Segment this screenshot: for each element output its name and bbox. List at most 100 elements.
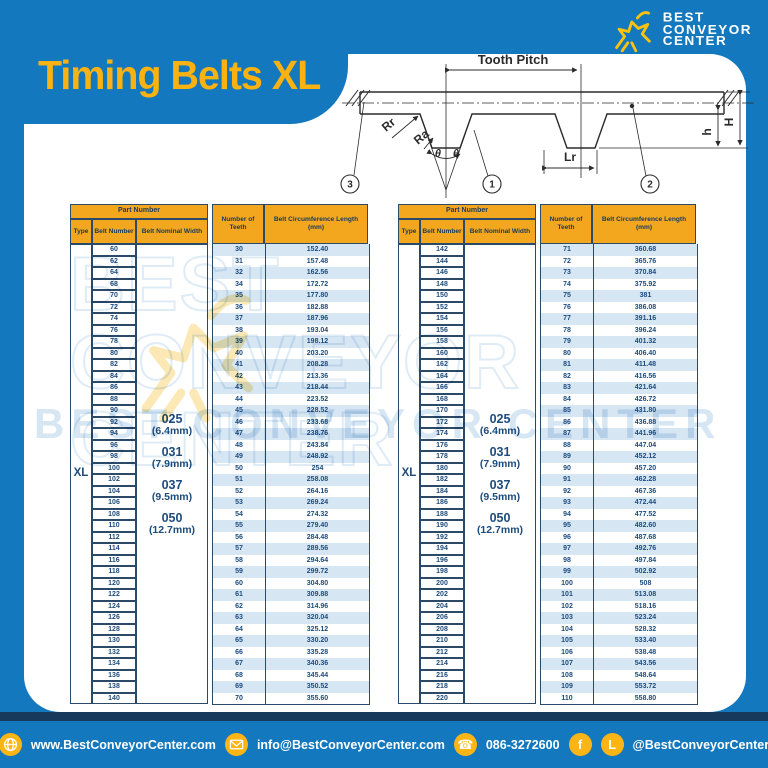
length-cell: 309.88 bbox=[265, 589, 369, 601]
belt-number-cell: 218 bbox=[420, 681, 464, 693]
teeth-cell: 102 bbox=[561, 602, 573, 610]
title-band: Timing Belts XL bbox=[0, 0, 348, 124]
belt-number-cell: 206 bbox=[420, 612, 464, 624]
belt-number-cell: 84 bbox=[92, 370, 136, 382]
teeth-cell: 39 bbox=[213, 336, 265, 348]
belt-number-cell: 104 bbox=[92, 485, 136, 497]
belt-number-cell: 102 bbox=[92, 474, 136, 486]
footer-email[interactable]: info@BestConveyorCenter.com bbox=[256, 737, 445, 752]
teeth-cell: 63 bbox=[213, 612, 265, 624]
teeth-cell: 99 bbox=[541, 566, 593, 578]
teeth-cell: 87 bbox=[541, 428, 593, 440]
width-mm: (12.7mm) bbox=[148, 523, 196, 536]
belt-number-cell: 146 bbox=[420, 267, 464, 279]
belt-nominal-width-cell: 025 (6.4mm) 031 (7.9mm) 037 (9.5mm) 050 (12.7mm… bbox=[464, 244, 536, 704]
length-cell: 365.76 bbox=[593, 255, 697, 267]
belt-number-cell: 130 bbox=[92, 635, 136, 647]
width-code: 031 bbox=[161, 445, 183, 459]
belt-number-cell: 98 bbox=[92, 451, 136, 463]
length-cell: 452.12 bbox=[593, 451, 697, 463]
length-cell: 462.28 bbox=[593, 474, 697, 486]
belt-number-cell: 152 bbox=[420, 301, 464, 313]
belt-number-cell: 62 bbox=[92, 255, 136, 267]
teeth-cell: 55 bbox=[213, 520, 265, 532]
length-cell: 370.84 bbox=[593, 267, 697, 279]
teeth-cell: 78 bbox=[563, 326, 571, 334]
belt-number-cell: 208 bbox=[420, 623, 464, 635]
belt-number-cell: 92 bbox=[92, 416, 136, 428]
teeth-cell: 68 bbox=[235, 671, 243, 679]
belt-number-cell: 210 bbox=[420, 635, 464, 647]
length-cell: 386.08 bbox=[593, 301, 697, 313]
teeth-cell: 31 bbox=[235, 257, 243, 265]
length-cell: 558.80 bbox=[593, 692, 697, 704]
length-cell: 401.32 bbox=[593, 336, 697, 348]
belt-table-right: Part Number Type Belt Number Belt Nomina… bbox=[398, 204, 698, 705]
length-cell: 396.24 bbox=[593, 324, 697, 336]
length-cell: 330.20 bbox=[265, 635, 369, 647]
width-mm: (6.4mm) bbox=[479, 424, 521, 437]
teeth-cell: 74 bbox=[563, 280, 571, 288]
footer-social-handle[interactable]: @BestConveyorCenter bbox=[632, 737, 768, 752]
footer-phone[interactable]: 086-3272600 bbox=[485, 737, 560, 752]
callout-3: 3 bbox=[347, 180, 353, 191]
width-mm: (7.9mm) bbox=[151, 457, 193, 470]
teeth-cell: 84 bbox=[563, 395, 571, 403]
belt-number-cell: 170 bbox=[420, 405, 464, 417]
belt-number-cell: 144 bbox=[420, 255, 464, 267]
teeth-cell: 108 bbox=[561, 671, 573, 679]
teeth-cell: 65 bbox=[213, 635, 265, 647]
teeth-cell: 45 bbox=[213, 405, 265, 417]
length-cell: 187.96 bbox=[265, 313, 369, 325]
teeth-cell: 48 bbox=[235, 441, 243, 449]
length-cell: 289.56 bbox=[265, 543, 369, 555]
length-cell: 518.16 bbox=[593, 600, 697, 612]
belt-number-cell: 154 bbox=[420, 313, 464, 325]
part-number-body: XL 025 (6.4mm) 031 (7.9mm) 037 (9.5mm) 050 (12.7… bbox=[398, 244, 536, 704]
belt-number-cell: 78 bbox=[92, 336, 136, 348]
type-header: Type bbox=[398, 219, 420, 244]
teeth-cell: 89 bbox=[541, 451, 593, 463]
facebook-icon[interactable]: f bbox=[568, 733, 592, 756]
teeth-cell: 56 bbox=[235, 533, 243, 541]
length-cell: 360.68 bbox=[593, 244, 697, 256]
goat-logo-icon bbox=[614, 11, 651, 53]
width-mm: (9.5mm) bbox=[151, 490, 193, 503]
teeth-cell: 104 bbox=[561, 625, 573, 633]
footer-website[interactable]: www.BestConveyorCenter.com bbox=[30, 737, 216, 752]
length-cell: 523.24 bbox=[593, 612, 697, 624]
teeth-cell: 60 bbox=[235, 579, 243, 587]
nominal-width-group: 037 (9.5mm) bbox=[480, 479, 520, 502]
belt-number-cell: 118 bbox=[92, 566, 136, 578]
belt-type-cell: XL bbox=[70, 244, 92, 704]
H-label: H bbox=[722, 118, 736, 127]
dimension-body: 30 152.40 31 157.48 32 162.56 34 172.72 35 177.80… bbox=[212, 244, 370, 705]
length-cell: 198.12 bbox=[265, 336, 369, 348]
teeth-cell: 70 bbox=[235, 694, 243, 702]
teeth-cell: 42 bbox=[235, 372, 243, 380]
teeth-cell: 85 bbox=[541, 405, 593, 417]
belt-number-cell: 176 bbox=[420, 439, 464, 451]
belt-number-cell: 68 bbox=[92, 278, 136, 290]
width-mm: (7.9mm) bbox=[479, 457, 521, 470]
length-cell: 436.88 bbox=[593, 416, 697, 428]
teeth-cell: 66 bbox=[235, 648, 243, 656]
belt-number-cell: 134 bbox=[92, 658, 136, 670]
line-icon[interactable]: L bbox=[600, 733, 624, 756]
belt-number-cell: 202 bbox=[420, 589, 464, 601]
length-cell: 264.16 bbox=[265, 485, 369, 497]
belt-number-cell: 108 bbox=[92, 508, 136, 520]
nominal-width-group: 025 (6.4mm) bbox=[152, 413, 192, 436]
teeth-cell: 81 bbox=[541, 359, 593, 371]
teeth-cell: 109 bbox=[541, 681, 593, 693]
length-cell: 548.64 bbox=[593, 669, 697, 681]
part-number-header-group: Part Number Type Belt Number Belt Nomina… bbox=[70, 204, 208, 244]
belt-number-cell: 110 bbox=[92, 520, 136, 532]
number-of-teeth-header: Number of Teeth bbox=[540, 204, 592, 244]
callout-1: 1 bbox=[489, 180, 495, 191]
teeth-cell: 110 bbox=[561, 694, 573, 702]
dimension-body: 71 360.68 72 365.76 73 370.84 74 375.92 75 381 76 3… bbox=[540, 244, 698, 705]
width-mm: (9.5mm) bbox=[479, 490, 521, 503]
length-cell: 502.92 bbox=[593, 566, 697, 578]
belt-number-cell: 162 bbox=[420, 359, 464, 371]
